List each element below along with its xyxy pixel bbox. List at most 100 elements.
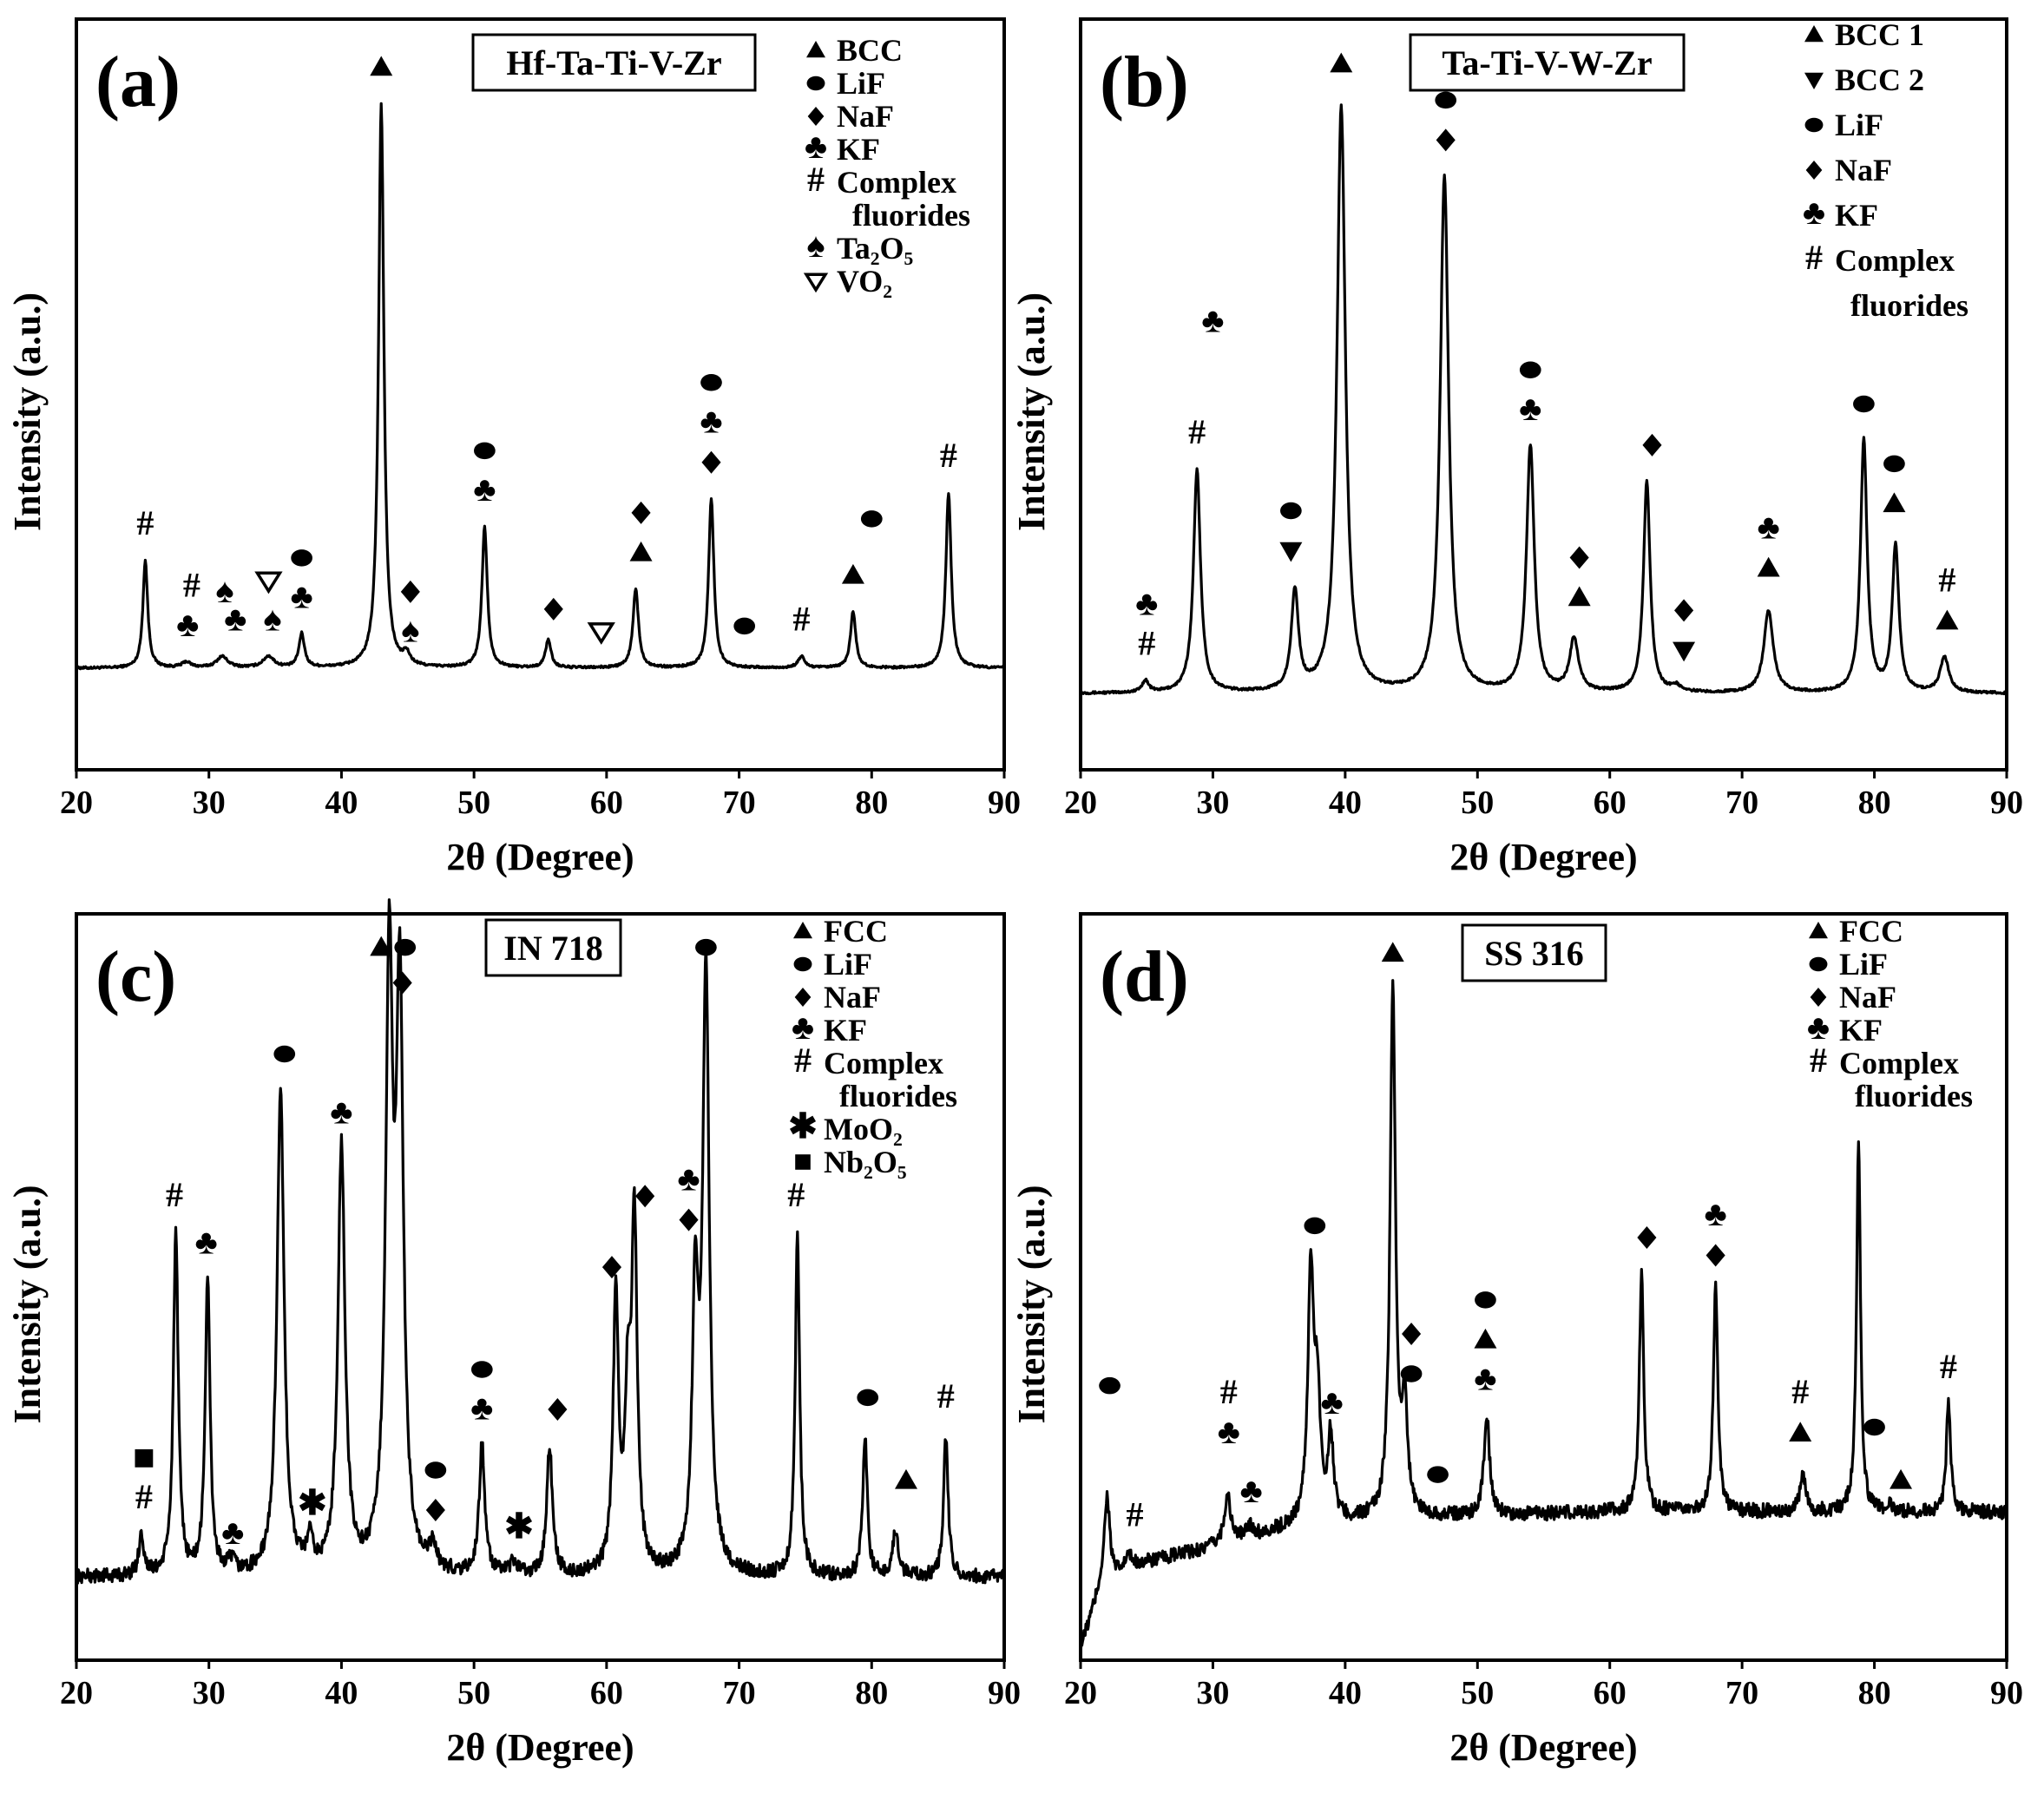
peak-hash-marker: # (937, 1376, 955, 1415)
peak-triangle-up-marker (1474, 1328, 1497, 1349)
legend-club-marker: ♣ (1807, 1008, 1830, 1047)
x-tick-label: 40 (325, 1675, 358, 1711)
legend-diamond-marker (807, 107, 825, 126)
peak-triangle-down-marker (1279, 542, 1303, 562)
legend-label: Complex (824, 1046, 943, 1080)
peak-diamond-marker (400, 580, 420, 603)
x-tick-label: 40 (1329, 785, 1362, 821)
legend-hash-marker: # (794, 1041, 812, 1080)
peak-club-marker: ♣ (1519, 389, 1541, 428)
peak-diamond-marker (1436, 128, 1456, 152)
peak-hash-marker: # (1791, 1372, 1809, 1411)
peak-circle-marker (857, 1389, 879, 1407)
peak-spade-marker: ♠ (215, 571, 233, 610)
legend-label: BCC (837, 33, 903, 68)
legend-label: NaF (837, 99, 894, 134)
peak-triangle-up-marker (1381, 942, 1404, 962)
x-tick-label: 90 (988, 785, 1021, 821)
x-tick-label: 70 (723, 785, 756, 821)
peak-triangle-up-marker (1890, 1468, 1913, 1489)
peak-triangle-up-marker (841, 563, 864, 584)
x-tick-label: 50 (1461, 1675, 1494, 1711)
peak-diamond-marker (548, 1397, 568, 1421)
peak-hash-marker: # (135, 1477, 153, 1516)
x-tick-label: 40 (1329, 1675, 1362, 1711)
legend-label: MoO₂ (824, 1112, 903, 1146)
legend-hash-marker: # (1810, 1041, 1827, 1080)
sample-label-box (484, 918, 622, 977)
peak-circle-marker (860, 510, 883, 528)
x-tick-label: 30 (193, 1675, 226, 1711)
legend-label: BCC 2 (1835, 62, 1924, 97)
chart-panel-a: 20 30 40 50 60 70 80 90 2θ (Degree) Intensity (a.… (6, 17, 1021, 878)
peak-hash-marker: # (787, 1175, 805, 1214)
peak-diamond-marker (1642, 433, 1662, 456)
peak-circle-marker (1427, 1466, 1449, 1483)
peak-circle-marker (700, 374, 722, 391)
peak-club-marker: ♣ (1240, 1471, 1263, 1510)
legend-label: fluorides (1850, 288, 1968, 323)
sample-label-box (471, 33, 757, 92)
y-axis-label: Intensity (a.u.) (1010, 1185, 1053, 1423)
legend-label: KF (837, 132, 880, 167)
peak-circle-marker (1304, 1217, 1326, 1235)
diffraction-trace (75, 102, 1006, 671)
x-tick-label: 30 (193, 785, 226, 821)
legend-diamond-marker (1810, 988, 1827, 1007)
x-tick-label: 20 (1064, 785, 1097, 821)
x-tick-label: 90 (1990, 1675, 2023, 1711)
peak-circle-marker (695, 938, 717, 956)
legend-triangle-up-marker (793, 922, 812, 939)
legend-label: fluorides (852, 198, 970, 233)
legend-label: NaF (1835, 153, 1892, 187)
peak-hash-marker: # (940, 436, 957, 475)
x-tick-label: 20 (60, 1675, 93, 1711)
peak-triangle-up-marker (1568, 586, 1591, 607)
peak-triangle-up-marker (1936, 609, 1959, 630)
x-tick-label: 90 (988, 1675, 1021, 1711)
diffraction-trace (1080, 103, 2008, 696)
peak-triangle-up-marker (1330, 52, 1353, 73)
x-axis-label: 2θ (Degree) (1449, 836, 1637, 878)
x-tick-label: 50 (1461, 785, 1494, 821)
x-tick-label: 70 (1725, 785, 1758, 821)
legend-triangle-up-marker (1809, 922, 1828, 939)
peak-circle-marker (1863, 1418, 1885, 1436)
legend-hash-marker: # (1805, 238, 1823, 277)
x-tick-label: 70 (723, 1675, 756, 1711)
peak-asterisk-marker: ✱ (504, 1507, 534, 1546)
legend-triangle-down-marker (1804, 72, 1824, 89)
x-tick-label: 90 (1990, 785, 2023, 821)
diffraction-trace (1079, 979, 2008, 1654)
x-tick-label: 60 (1594, 1675, 1627, 1711)
legend-open-triangle-marker (803, 273, 829, 293)
peak-circle-marker (1099, 1376, 1121, 1395)
peak-club-marker: ♣ (176, 605, 199, 644)
peak-circle-marker (1519, 361, 1541, 379)
peak-club-marker: ♣ (221, 1513, 244, 1552)
x-tick-label: 80 (855, 1675, 888, 1711)
sample-label: Hf-Ta-Ti-V-Zr (506, 43, 721, 82)
peak-club-marker: ♣ (1201, 301, 1224, 340)
peak-club-marker: ♣ (473, 470, 496, 509)
peak-circle-marker (1883, 455, 1905, 473)
x-tick-label: 50 (457, 1675, 490, 1711)
legend-label: KF (824, 1013, 867, 1047)
peak-club-marker: ♣ (1474, 1359, 1496, 1398)
x-tick-label: 80 (1858, 785, 1891, 821)
chart-panel-b: 20 30 40 50 60 70 80 90 2θ (Degree) Intensity (a.… (1010, 17, 2023, 878)
legend-label: FCC (824, 914, 888, 949)
peak-club-marker: ♣ (224, 600, 246, 639)
plot-frame (75, 912, 1006, 1662)
sample-label-box (1409, 33, 1686, 92)
peak-club-marker: ♣ (1320, 1382, 1343, 1422)
x-tick-label: 80 (855, 785, 888, 821)
peak-open-triangle-marker (587, 622, 615, 645)
peak-club-marker: ♣ (677, 1159, 700, 1198)
peak-square-marker (135, 1448, 154, 1468)
peak-circle-marker (1853, 395, 1875, 413)
peak-hash-marker: # (166, 1175, 183, 1214)
